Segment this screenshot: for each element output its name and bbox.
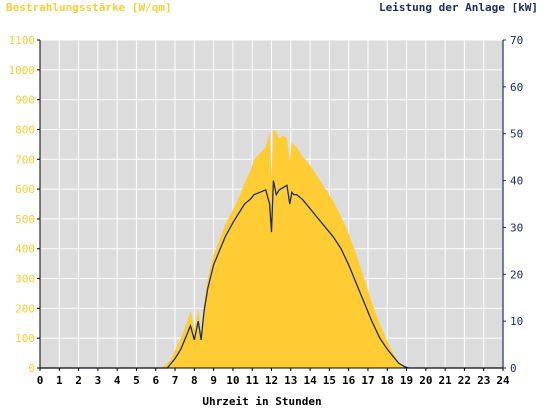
x-tick-label: 22 [458, 374, 471, 387]
x-tick-label: 19 [400, 374, 413, 387]
right-tick-label: 10 [510, 315, 523, 328]
power-line [40, 180, 503, 369]
left-tick-label: 600 [15, 183, 35, 196]
x-tick-label: 21 [439, 374, 453, 387]
left-tick-label: 100 [15, 332, 35, 345]
x-tick-label: 6 [152, 374, 159, 387]
x-tick-label: 12 [265, 374, 278, 387]
x-tick-label: 8 [191, 374, 198, 387]
x-tick-label: 17 [361, 374, 374, 387]
x-tick-label: 18 [381, 374, 394, 387]
left-tick-label: 200 [15, 302, 35, 315]
x-tick-label: 20 [419, 374, 432, 387]
right-tick-label: 20 [510, 268, 523, 281]
x-axis-label: Uhrzeit in Stunden [202, 395, 321, 408]
x-tick-label: 5 [133, 374, 140, 387]
right-tick-label: 30 [510, 221, 523, 234]
x-tick-label: 1 [56, 374, 63, 387]
right-tick-label: 60 [510, 81, 523, 94]
x-tick-label: 10 [226, 374, 239, 387]
x-tick-label: 2 [75, 374, 82, 387]
x-tick-label: 3 [95, 374, 102, 387]
left-tick-label: 700 [15, 153, 35, 166]
right-axis-label: Leistung der Anlage [kW] [379, 1, 538, 14]
left-tick-label: 400 [15, 243, 35, 256]
left-tick-label: 800 [15, 123, 35, 136]
left-tick-label: 1100 [9, 34, 36, 47]
right-tick-label: 0 [510, 362, 517, 375]
irradiance-area [40, 129, 503, 368]
x-tick-label: 16 [342, 374, 356, 387]
grid-lines [39, 39, 504, 369]
left-tick-label: 1000 [9, 64, 36, 77]
left-tick-label: 900 [15, 94, 35, 107]
series-layer [40, 129, 503, 369]
left-tick-label: 0 [28, 362, 35, 375]
x-tick-label: 23 [477, 374, 490, 387]
x-tick-label: 15 [323, 374, 336, 387]
x-tick-label: 24 [496, 374, 510, 387]
tick-labels: 0100200300400500600700800900100011000102… [9, 34, 524, 387]
right-tick-label: 50 [510, 128, 523, 141]
x-tick-label: 0 [37, 374, 44, 387]
x-tick-label: 14 [303, 374, 317, 387]
left-tick-label: 500 [15, 213, 35, 226]
left-tick-label: 300 [15, 273, 35, 286]
x-tick-label: 13 [284, 374, 297, 387]
x-tick-label: 11 [246, 374, 260, 387]
right-tick-label: 40 [510, 175, 523, 188]
right-tick-label: 70 [510, 34, 523, 47]
x-tick-label: 4 [114, 374, 121, 387]
x-tick-label: 9 [210, 374, 217, 387]
x-tick-label: 7 [172, 374, 179, 387]
left-axis-label: Bestrahlungsstärke [W/qm] [6, 1, 172, 14]
